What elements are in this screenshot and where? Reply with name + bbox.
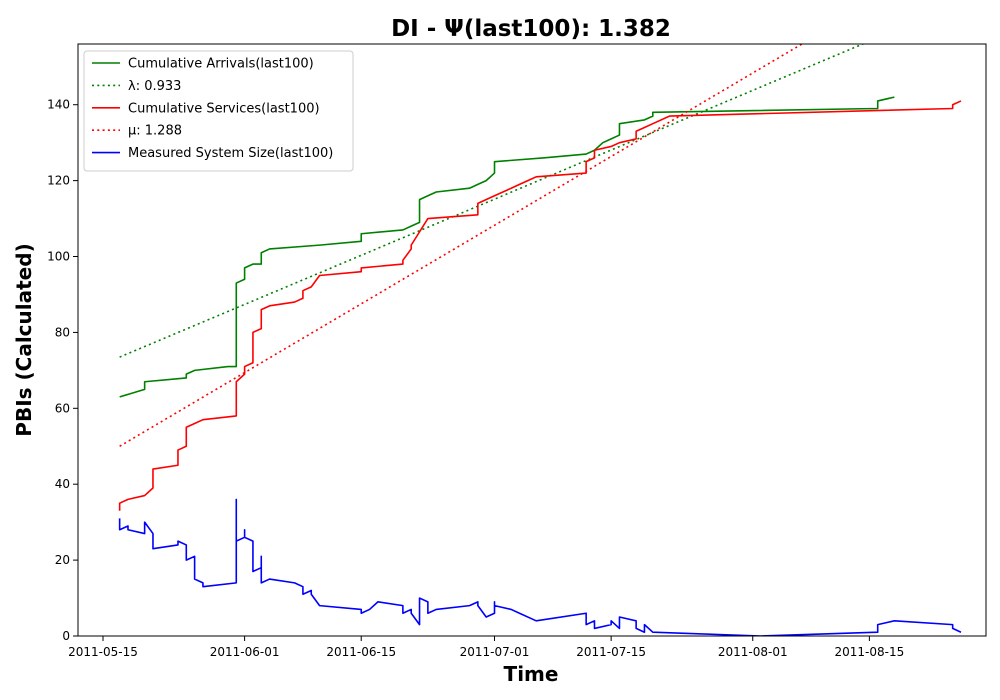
x-tick-label: 2011-06-01 xyxy=(210,645,280,659)
legend-label: Cumulative Arrivals(last100) xyxy=(128,57,314,72)
series-line-2 xyxy=(119,44,865,358)
x-tick-label: 2011-07-15 xyxy=(576,645,646,659)
legend-box xyxy=(83,50,354,172)
series-line-5 xyxy=(118,498,962,636)
series-line-1 xyxy=(119,96,895,398)
legend-label: λ: 0.933 xyxy=(128,79,181,94)
x-tick-label: 2011-07-01 xyxy=(460,645,530,659)
x-tick-label: 2011-08-01 xyxy=(718,645,788,659)
y-tick-label: 40 xyxy=(55,477,70,491)
x-axis: 2011-05-15 2011-06-01 2011-06-15 2011-07-01… xyxy=(68,636,904,659)
legend-label: Measured System Size(last100) xyxy=(128,146,333,161)
x-tick-label: 2011-05-15 xyxy=(68,645,138,659)
plot-lines xyxy=(118,44,962,636)
legend-label: μ: 1.288 xyxy=(128,124,182,139)
y-tick-label: 60 xyxy=(55,401,70,415)
y-tick-label: 80 xyxy=(55,325,70,339)
y-axis-label: PBIs (Calculated) xyxy=(12,243,36,436)
y-tick-label: 20 xyxy=(55,553,70,567)
y-tick-label: 0 xyxy=(62,629,70,643)
series-line-3 xyxy=(118,100,962,511)
y-tick-label: 140 xyxy=(47,98,70,112)
y-tick-label: 120 xyxy=(47,174,70,188)
y-tick-label: 100 xyxy=(47,250,70,264)
x-axis-label: Time xyxy=(504,662,559,686)
x-tick-label: 2011-08-15 xyxy=(835,645,905,659)
legend-label: Cumulative Services(last100) xyxy=(128,101,320,116)
y-axis: 0 20 40 60 80 100 120 140 xyxy=(47,98,78,643)
legend: Cumulative Arrivals(last100) λ: 0.933 Cumu… xyxy=(83,50,354,172)
chart-title: DI - Ψ(last100): 1.382 xyxy=(391,16,671,42)
plot-frame xyxy=(77,43,987,637)
x-tick-label: 2011-06-15 xyxy=(326,645,396,659)
series-line-4 xyxy=(119,44,804,447)
